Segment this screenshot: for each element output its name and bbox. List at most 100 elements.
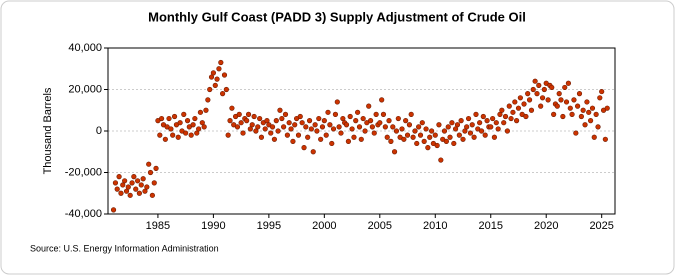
- point: [506, 103, 512, 109]
- point: [434, 142, 440, 149]
- x-tick-label: 1995: [257, 220, 281, 232]
- point: [458, 118, 464, 124]
- point: [310, 149, 316, 155]
- point: [545, 97, 551, 103]
- point: [386, 118, 392, 124]
- point: [560, 113, 566, 120]
- point: [297, 113, 303, 120]
- point: [146, 161, 152, 167]
- point: [512, 99, 518, 105]
- point: [240, 130, 246, 136]
- point: [140, 176, 146, 182]
- point: [373, 111, 379, 117]
- point: [595, 124, 601, 130]
- point: [419, 120, 425, 126]
- x-tick-label: 1990: [201, 220, 225, 232]
- point: [530, 86, 536, 93]
- point: [538, 103, 544, 109]
- point: [281, 124, 287, 130]
- point: [323, 132, 329, 138]
- point: [343, 122, 350, 128]
- point: [184, 118, 191, 124]
- point: [567, 105, 573, 111]
- point: [558, 97, 564, 103]
- point: [162, 136, 168, 142]
- point: [255, 124, 261, 130]
- point: [469, 122, 475, 128]
- chart-title: Monthly Gulf Coast (PADD 3) Supply Adjus…: [148, 9, 526, 24]
- point: [575, 103, 581, 109]
- point: [451, 140, 457, 147]
- point: [513, 118, 520, 124]
- point: [551, 111, 557, 117]
- point: [438, 157, 444, 163]
- point: [597, 95, 603, 101]
- point: [380, 111, 387, 117]
- point: [427, 134, 433, 140]
- y-tick-label: 0: [96, 125, 102, 137]
- point: [196, 126, 202, 132]
- point: [510, 109, 516, 115]
- point: [501, 120, 507, 126]
- point: [201, 124, 207, 130]
- point: [401, 136, 407, 142]
- point: [188, 132, 194, 138]
- point: [194, 130, 200, 136]
- point: [216, 66, 222, 72]
- point: [351, 134, 357, 140]
- point: [504, 128, 510, 134]
- point: [229, 105, 235, 111]
- point: [214, 76, 220, 82]
- point: [277, 107, 283, 113]
- point: [205, 97, 211, 103]
- point: [497, 111, 503, 117]
- point: [208, 74, 215, 80]
- point: [286, 120, 292, 126]
- point: [395, 115, 401, 122]
- point: [316, 115, 322, 122]
- point: [456, 132, 462, 138]
- point: [573, 130, 579, 136]
- point: [541, 86, 547, 93]
- point: [495, 126, 501, 132]
- point: [421, 138, 427, 144]
- y-tick-label: 20,000: [68, 83, 102, 95]
- point: [436, 122, 442, 128]
- point: [429, 128, 435, 134]
- point: [584, 99, 590, 105]
- point: [532, 78, 538, 84]
- point: [345, 138, 352, 144]
- point: [523, 113, 529, 120]
- point: [443, 138, 449, 144]
- point: [425, 145, 431, 151]
- point: [353, 118, 359, 124]
- x-tick-label: 2025: [589, 220, 613, 232]
- point: [207, 86, 213, 93]
- point: [279, 115, 285, 122]
- point: [329, 140, 335, 147]
- point: [602, 136, 608, 142]
- point: [471, 134, 477, 140]
- point: [467, 130, 474, 136]
- point: [136, 190, 142, 196]
- x-tick-label: 1985: [146, 220, 170, 232]
- point: [391, 149, 398, 155]
- point: [355, 109, 361, 115]
- point: [484, 118, 490, 124]
- point: [473, 111, 479, 117]
- point: [464, 124, 470, 130]
- point: [334, 99, 340, 105]
- point: [414, 140, 420, 147]
- point: [299, 120, 305, 126]
- point: [347, 113, 353, 120]
- point: [480, 113, 486, 120]
- point: [153, 165, 159, 171]
- y-tick-label: -20,000: [65, 166, 102, 178]
- x-tick-label: 2005: [368, 220, 392, 232]
- point: [482, 132, 488, 138]
- point: [149, 192, 155, 198]
- point: [269, 124, 276, 130]
- x-tick-label: 2010: [423, 220, 447, 232]
- point: [264, 118, 270, 124]
